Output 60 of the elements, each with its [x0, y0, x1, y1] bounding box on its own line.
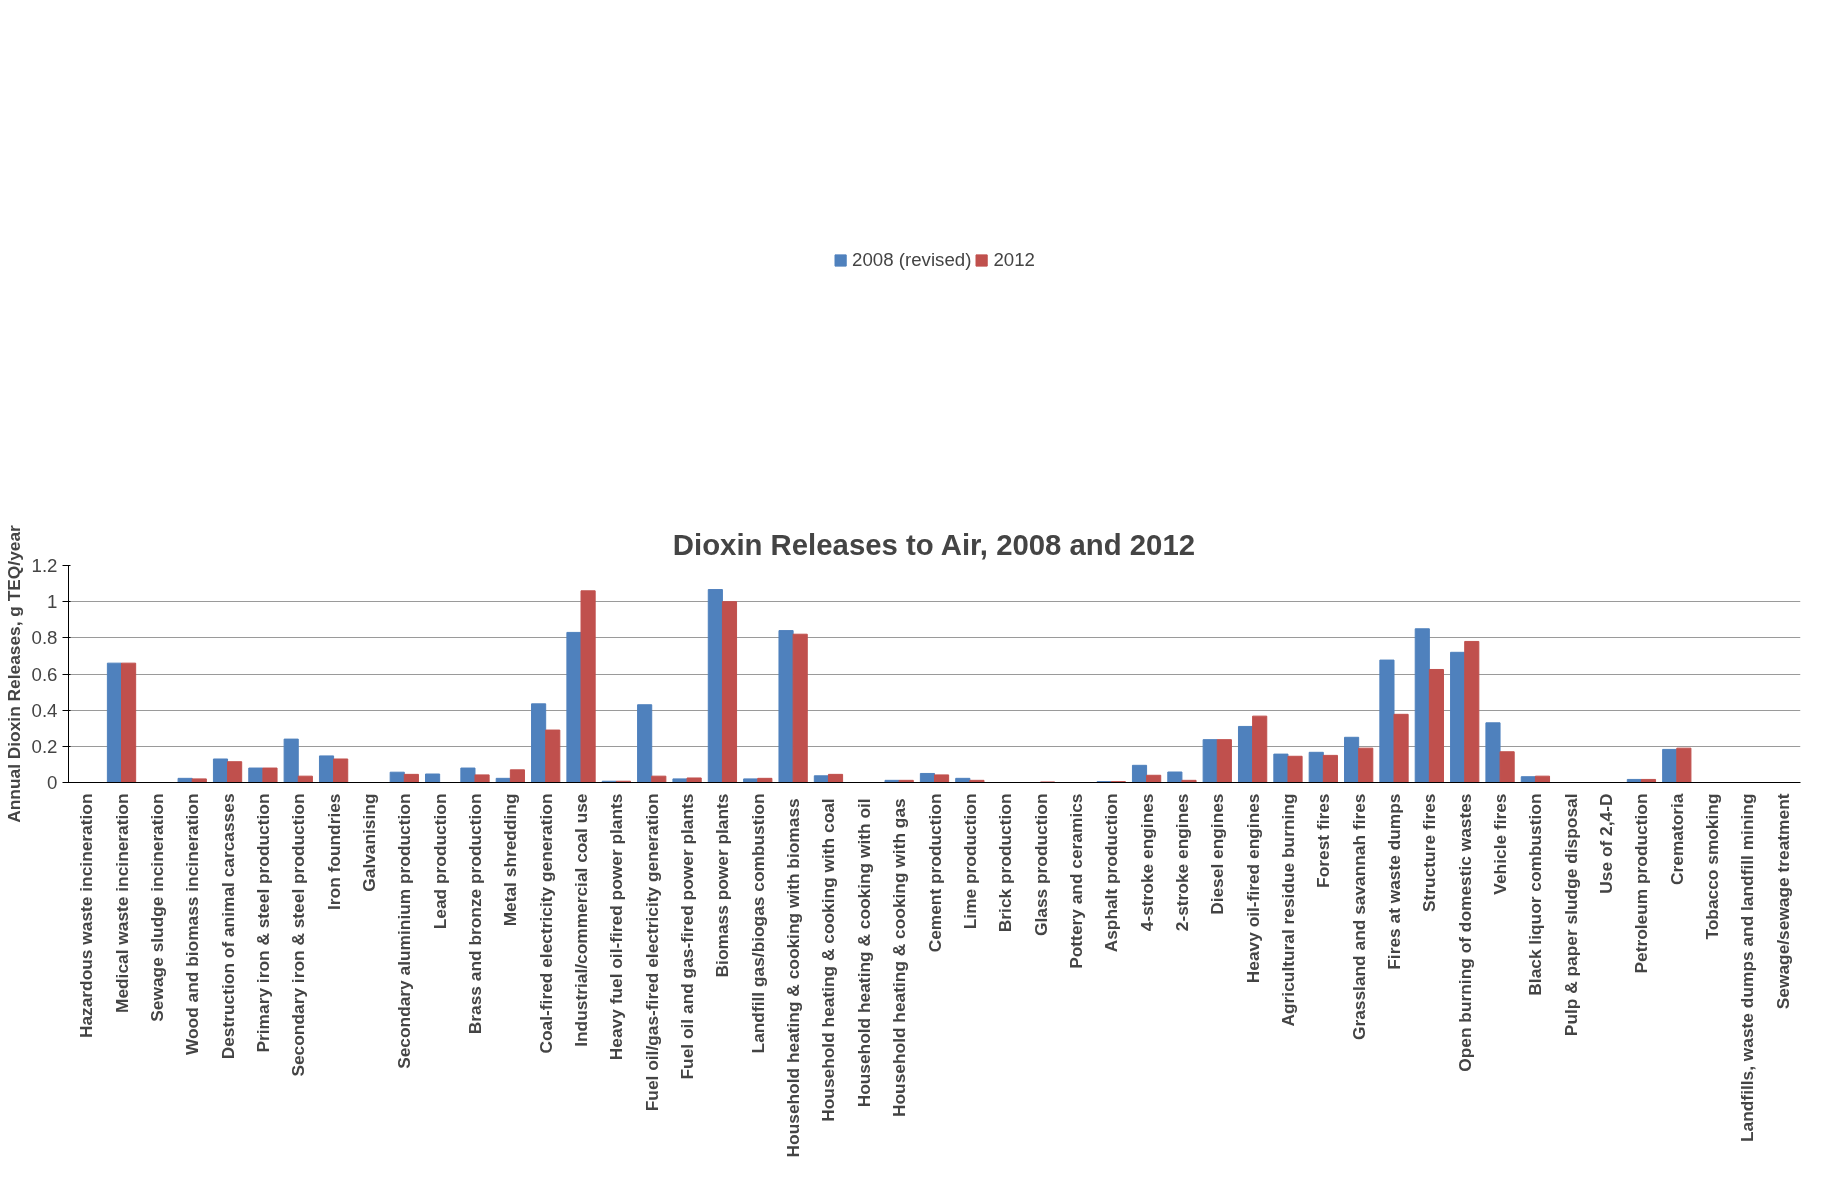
- y-tick-label: 0: [47, 772, 58, 793]
- x-tick-label: Petroleum production: [1631, 793, 1652, 974]
- x-tick-label: Grassland and savannah fires: [1348, 793, 1369, 1041]
- x-tick-label: Diesel engines: [1207, 793, 1228, 915]
- x-tick-label: Iron foundries: [323, 793, 344, 910]
- x-tick-label: Brick production: [995, 793, 1016, 933]
- x-tick-label: Fuel oil and gas-fired power plants: [677, 793, 698, 1080]
- y-axis-title: Annual Dioxin Releases, g TEQ/year: [3, 524, 24, 823]
- x-tick-label: Landfills, waste dumps and landfill mining: [1737, 793, 1758, 1143]
- x-tick-label: Vehicle fires: [1490, 793, 1511, 895]
- x-tick-label: Wood and biomass incineration: [182, 793, 203, 1056]
- x-tick-label: Tobacco smoking: [1702, 793, 1723, 940]
- y-tick-label: 0.6: [31, 663, 58, 685]
- legend-label: 2012: [993, 249, 1035, 271]
- x-tick-label: Glass production: [1030, 793, 1051, 936]
- legend-label: 2008 (revised): [852, 249, 972, 271]
- y-tick-label: 0.8: [31, 627, 58, 649]
- x-tick-label: Brass and bronze production: [464, 793, 485, 1035]
- x-tick-label: Open burning of domestic wastes: [1454, 793, 1475, 1072]
- y-tick-label: 0.4: [31, 699, 58, 721]
- x-tick-label: Pottery and ceramics: [1065, 793, 1086, 969]
- x-tick-label: Sewage/sewage treatment: [1772, 793, 1793, 1010]
- x-tick-label: Secondary iron & steel production: [288, 793, 309, 1077]
- x-tick-label: Fires at waste dumps: [1384, 793, 1405, 970]
- x-tick-label: Metal shredding: [500, 793, 521, 927]
- x-tick-label: Cement production: [924, 793, 945, 953]
- x-tick-label: Agricultural residue burning: [1277, 793, 1298, 1027]
- x-tick-label: Biomass power plants: [712, 793, 733, 978]
- x-tick-label: Forest fires: [1313, 793, 1334, 888]
- x-tick-label: Primary iron & steel production: [252, 793, 273, 1053]
- y-tick-label: 0.2: [31, 735, 58, 757]
- y-tick-label: 1: [47, 591, 58, 613]
- x-tick-label: Black liquor combustion: [1525, 793, 1546, 996]
- y-tick-label: 1.2: [31, 555, 58, 576]
- x-tick-label: Pulp & paper sludge disposal: [1560, 793, 1581, 1037]
- x-tick-label: Household heating & cooking with biomass: [783, 798, 804, 1158]
- x-tick-label: Secondary aluminium production: [394, 793, 415, 1069]
- x-tick-label: Fuel oil/gas-fired electricity generation: [641, 793, 662, 1112]
- x-tick-label: Structure fires: [1419, 793, 1440, 912]
- x-tick-label: Lime production: [959, 793, 980, 930]
- x-tick-label: Crematoria: [1666, 793, 1687, 885]
- x-tick-label: Household heating & cooking with oil: [853, 798, 874, 1108]
- x-tick-label: Heavy fuel oil-fired power plants: [606, 793, 627, 1061]
- x-tick-label: Sewage sludge incineration: [146, 793, 167, 1022]
- x-tick-label: Use of 2,4-D: [1596, 793, 1617, 894]
- x-tick-label: 2-stroke engines: [1171, 793, 1192, 932]
- x-tick-label: Landfill gas/biogas combustion: [747, 793, 768, 1054]
- x-tick-label: Household heating & cooking with gas: [889, 798, 910, 1117]
- x-tick-label: Household heating & cooking with coal: [818, 798, 839, 1122]
- x-tick-label: Coal-fired electricity generation: [535, 793, 556, 1054]
- x-tick-label: Medical waste incineration: [111, 793, 132, 1014]
- chart-title: Dioxin Releases to Air, 2008 and 2012: [672, 527, 1196, 561]
- x-tick-label: Hazardous waste incineration: [76, 793, 97, 1039]
- x-tick-label: Industrial/commercial coal use: [571, 793, 592, 1047]
- x-tick-label: Lead production: [429, 793, 450, 930]
- x-tick-label: Asphalt production: [1101, 793, 1122, 953]
- x-tick-label: Destruction of animal carcasses: [217, 793, 238, 1060]
- x-tick-label: Heavy oil-fired engines: [1242, 793, 1263, 984]
- x-tick-label: Galvanising: [358, 793, 379, 892]
- x-tick-label: 4-stroke engines: [1136, 793, 1157, 932]
